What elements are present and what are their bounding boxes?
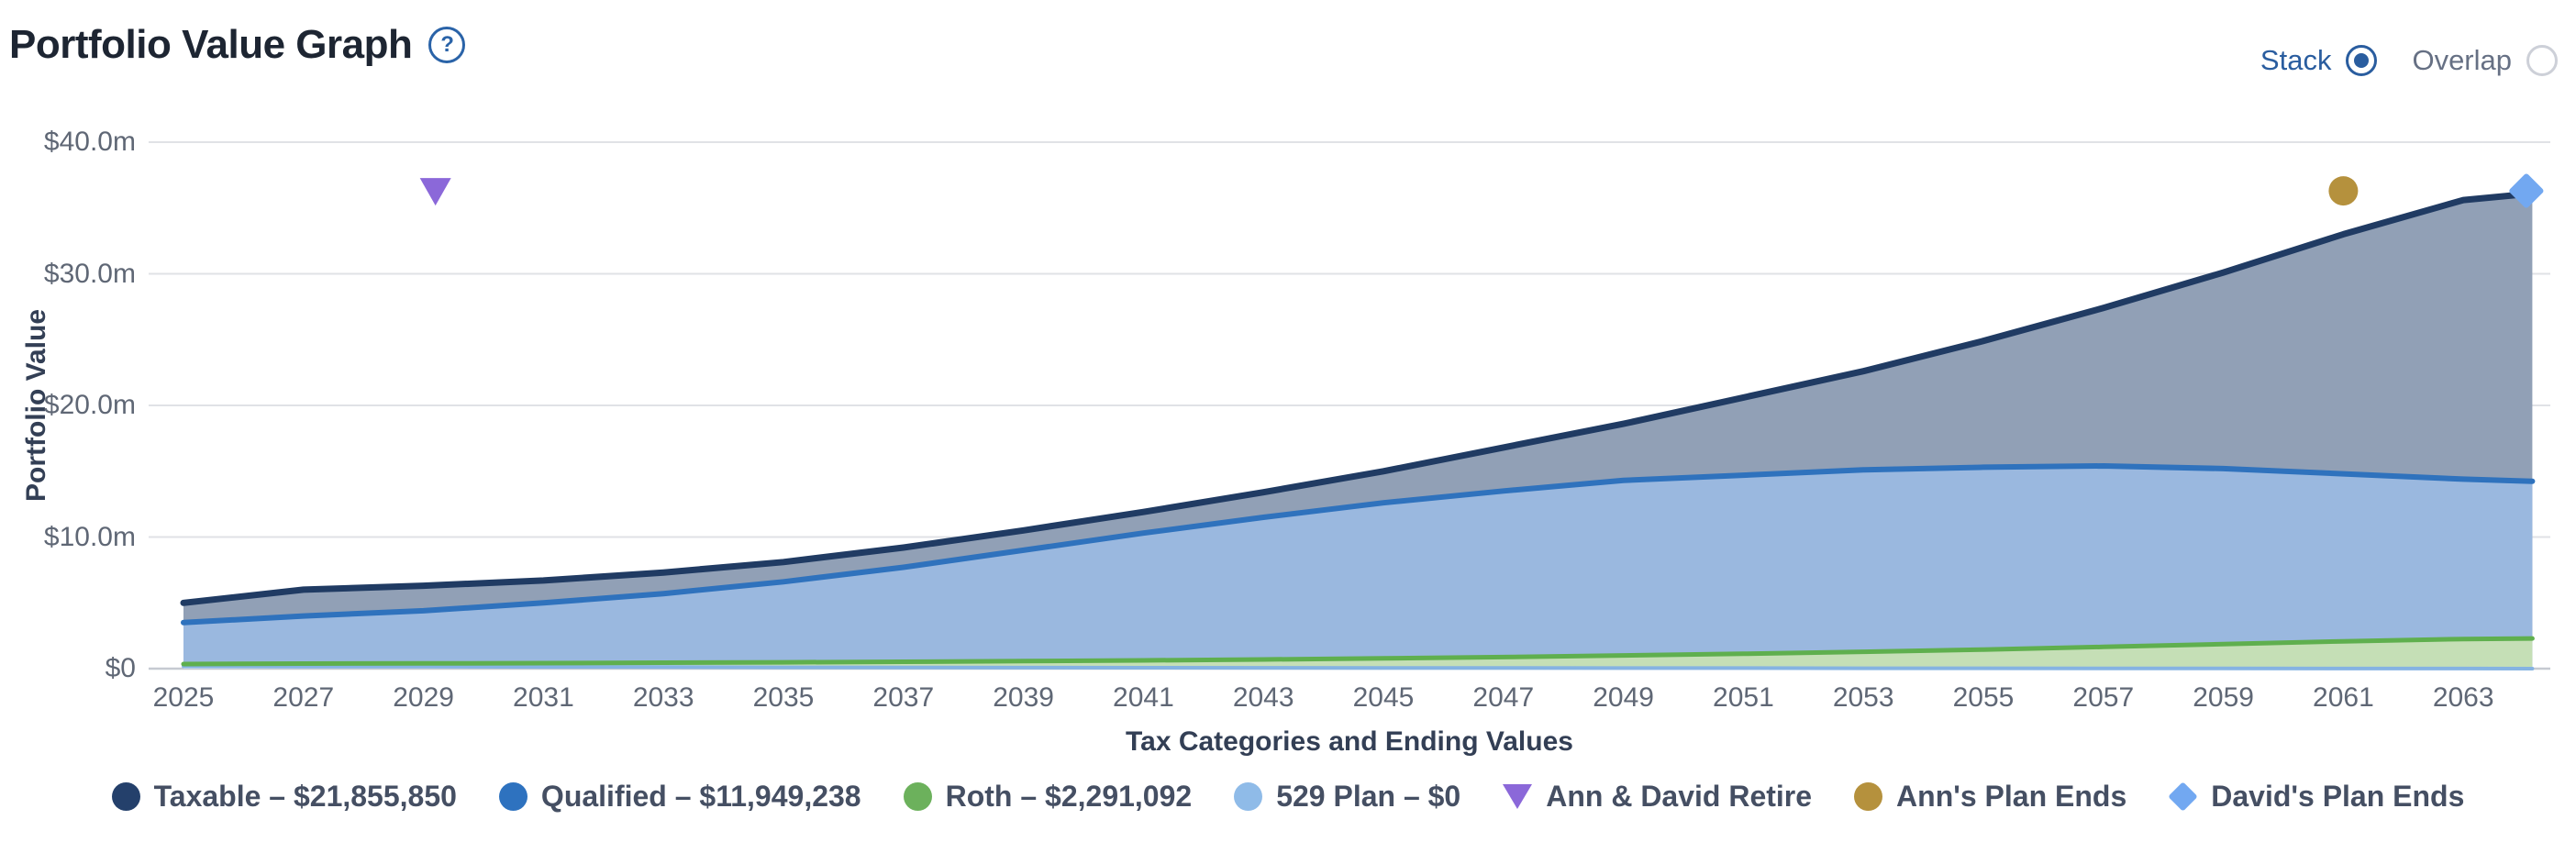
legend-item-label: Qualified – $11,949,238 [540,780,861,813]
area-qualified [183,466,2533,669]
legend-item-ann-s-plan-ends[interactable]: Ann's Plan Ends [1854,780,2126,814]
circle-legend-marker-icon [903,782,932,811]
line-taxable [180,190,2536,606]
x-axis-title: Tax Categories and Ending Values [1126,726,1573,757]
stack-radio[interactable] [2346,45,2378,76]
chart-mode-toggle: Stack Overlap [2260,44,2558,77]
y-tick-label: $40.0m [43,127,136,157]
x-tick-label: 2049 [1593,682,1654,713]
x-tick-label: 2039 [993,682,1054,713]
x-tick-label: 2025 [152,682,215,713]
x-tick-label: 2047 [1472,682,1535,713]
page-title: Portfolio Value Graph ? [9,22,466,68]
x-tick-label: 2037 [872,682,935,713]
legend-item-label: Ann's Plan Ends [1896,780,2127,813]
x-tick-label: 2027 [272,682,335,713]
circle-legend-marker-icon [1854,782,1883,811]
legend-item-label: David's Plan Ends [2211,780,2465,813]
y-tick-label: $20.0m [43,390,136,420]
x-tick-label: 2063 [2432,682,2494,713]
x-tick-label: 2035 [752,682,815,713]
stack-option[interactable]: Stack [2260,44,2378,77]
overlap-option-label: Overlap [2412,44,2512,76]
legend-item-label: Ann & David Retire [1546,780,1813,813]
x-tick-label: 2053 [1832,682,1894,713]
event-marker-ann-s-plan-ends[interactable] [2328,176,2359,206]
x-tick-label: 2057 [2072,682,2135,713]
line-529-plan [182,664,2535,670]
event-marker-ann-david-retire[interactable] [419,178,451,206]
legend-item-529-plan[interactable]: 529 Plan – $0 [1234,780,1460,814]
x-tick-label: 2029 [393,682,454,713]
overlap-radio[interactable] [2526,45,2558,76]
page-title-text: Portfolio Value Graph [9,22,413,67]
y-tick-label: $0 [105,653,136,683]
x-tick-label: 2033 [632,682,694,713]
radio-dot [2354,53,2370,68]
x-tick-label: 2055 [1952,682,2015,713]
legend-item-ann-david-retire[interactable]: Ann & David Retire [1503,780,1812,814]
event-marker-david-s-plan-ends[interactable] [2508,172,2545,209]
legend-item-roth[interactable]: Roth – $2,291,092 [903,780,1193,814]
area-roth [183,638,2533,669]
x-tick-label: 2059 [2193,682,2254,713]
circle-legend-marker-icon [111,782,140,811]
circle-legend-marker-icon [498,782,527,811]
x-tick-label: 2061 [2313,682,2374,713]
legend-item-david-s-plan-ends[interactable]: David's Plan Ends [2168,780,2465,814]
overlap-option[interactable]: Overlap [2412,44,2558,77]
x-tick-label: 2031 [513,682,574,713]
legend-item-taxable[interactable]: Taxable – $21,855,850 [111,780,457,814]
y-tick-label: $30.0m [43,258,136,289]
chart-legend: Taxable – $21,855,850 Qualified – $11,949… [0,780,2576,814]
stack-option-label: Stack [2260,44,2332,76]
x-tick-label: 2041 [1113,682,1174,713]
x-tick-label: 2043 [1232,682,1294,713]
circle-legend-marker-icon [1234,782,1263,811]
legend-item-label: Roth – $2,291,092 [945,780,1193,813]
legend-item-label: Taxable – $21,855,850 [153,780,457,813]
triangle-down-legend-marker-icon [1503,784,1533,809]
y-tick-label: $10.0m [43,521,136,552]
diamond-legend-marker-icon [2168,781,2199,812]
legend-item-label: 529 Plan – $0 [1276,780,1461,813]
line-roth [181,636,2535,667]
help-icon[interactable]: ? [428,27,466,63]
line-qualified [181,463,2536,626]
x-tick-label: 2045 [1352,682,1415,713]
legend-item-qualified[interactable]: Qualified – $11,949,238 [498,780,861,814]
x-tick-label: 2051 [1713,682,1774,713]
